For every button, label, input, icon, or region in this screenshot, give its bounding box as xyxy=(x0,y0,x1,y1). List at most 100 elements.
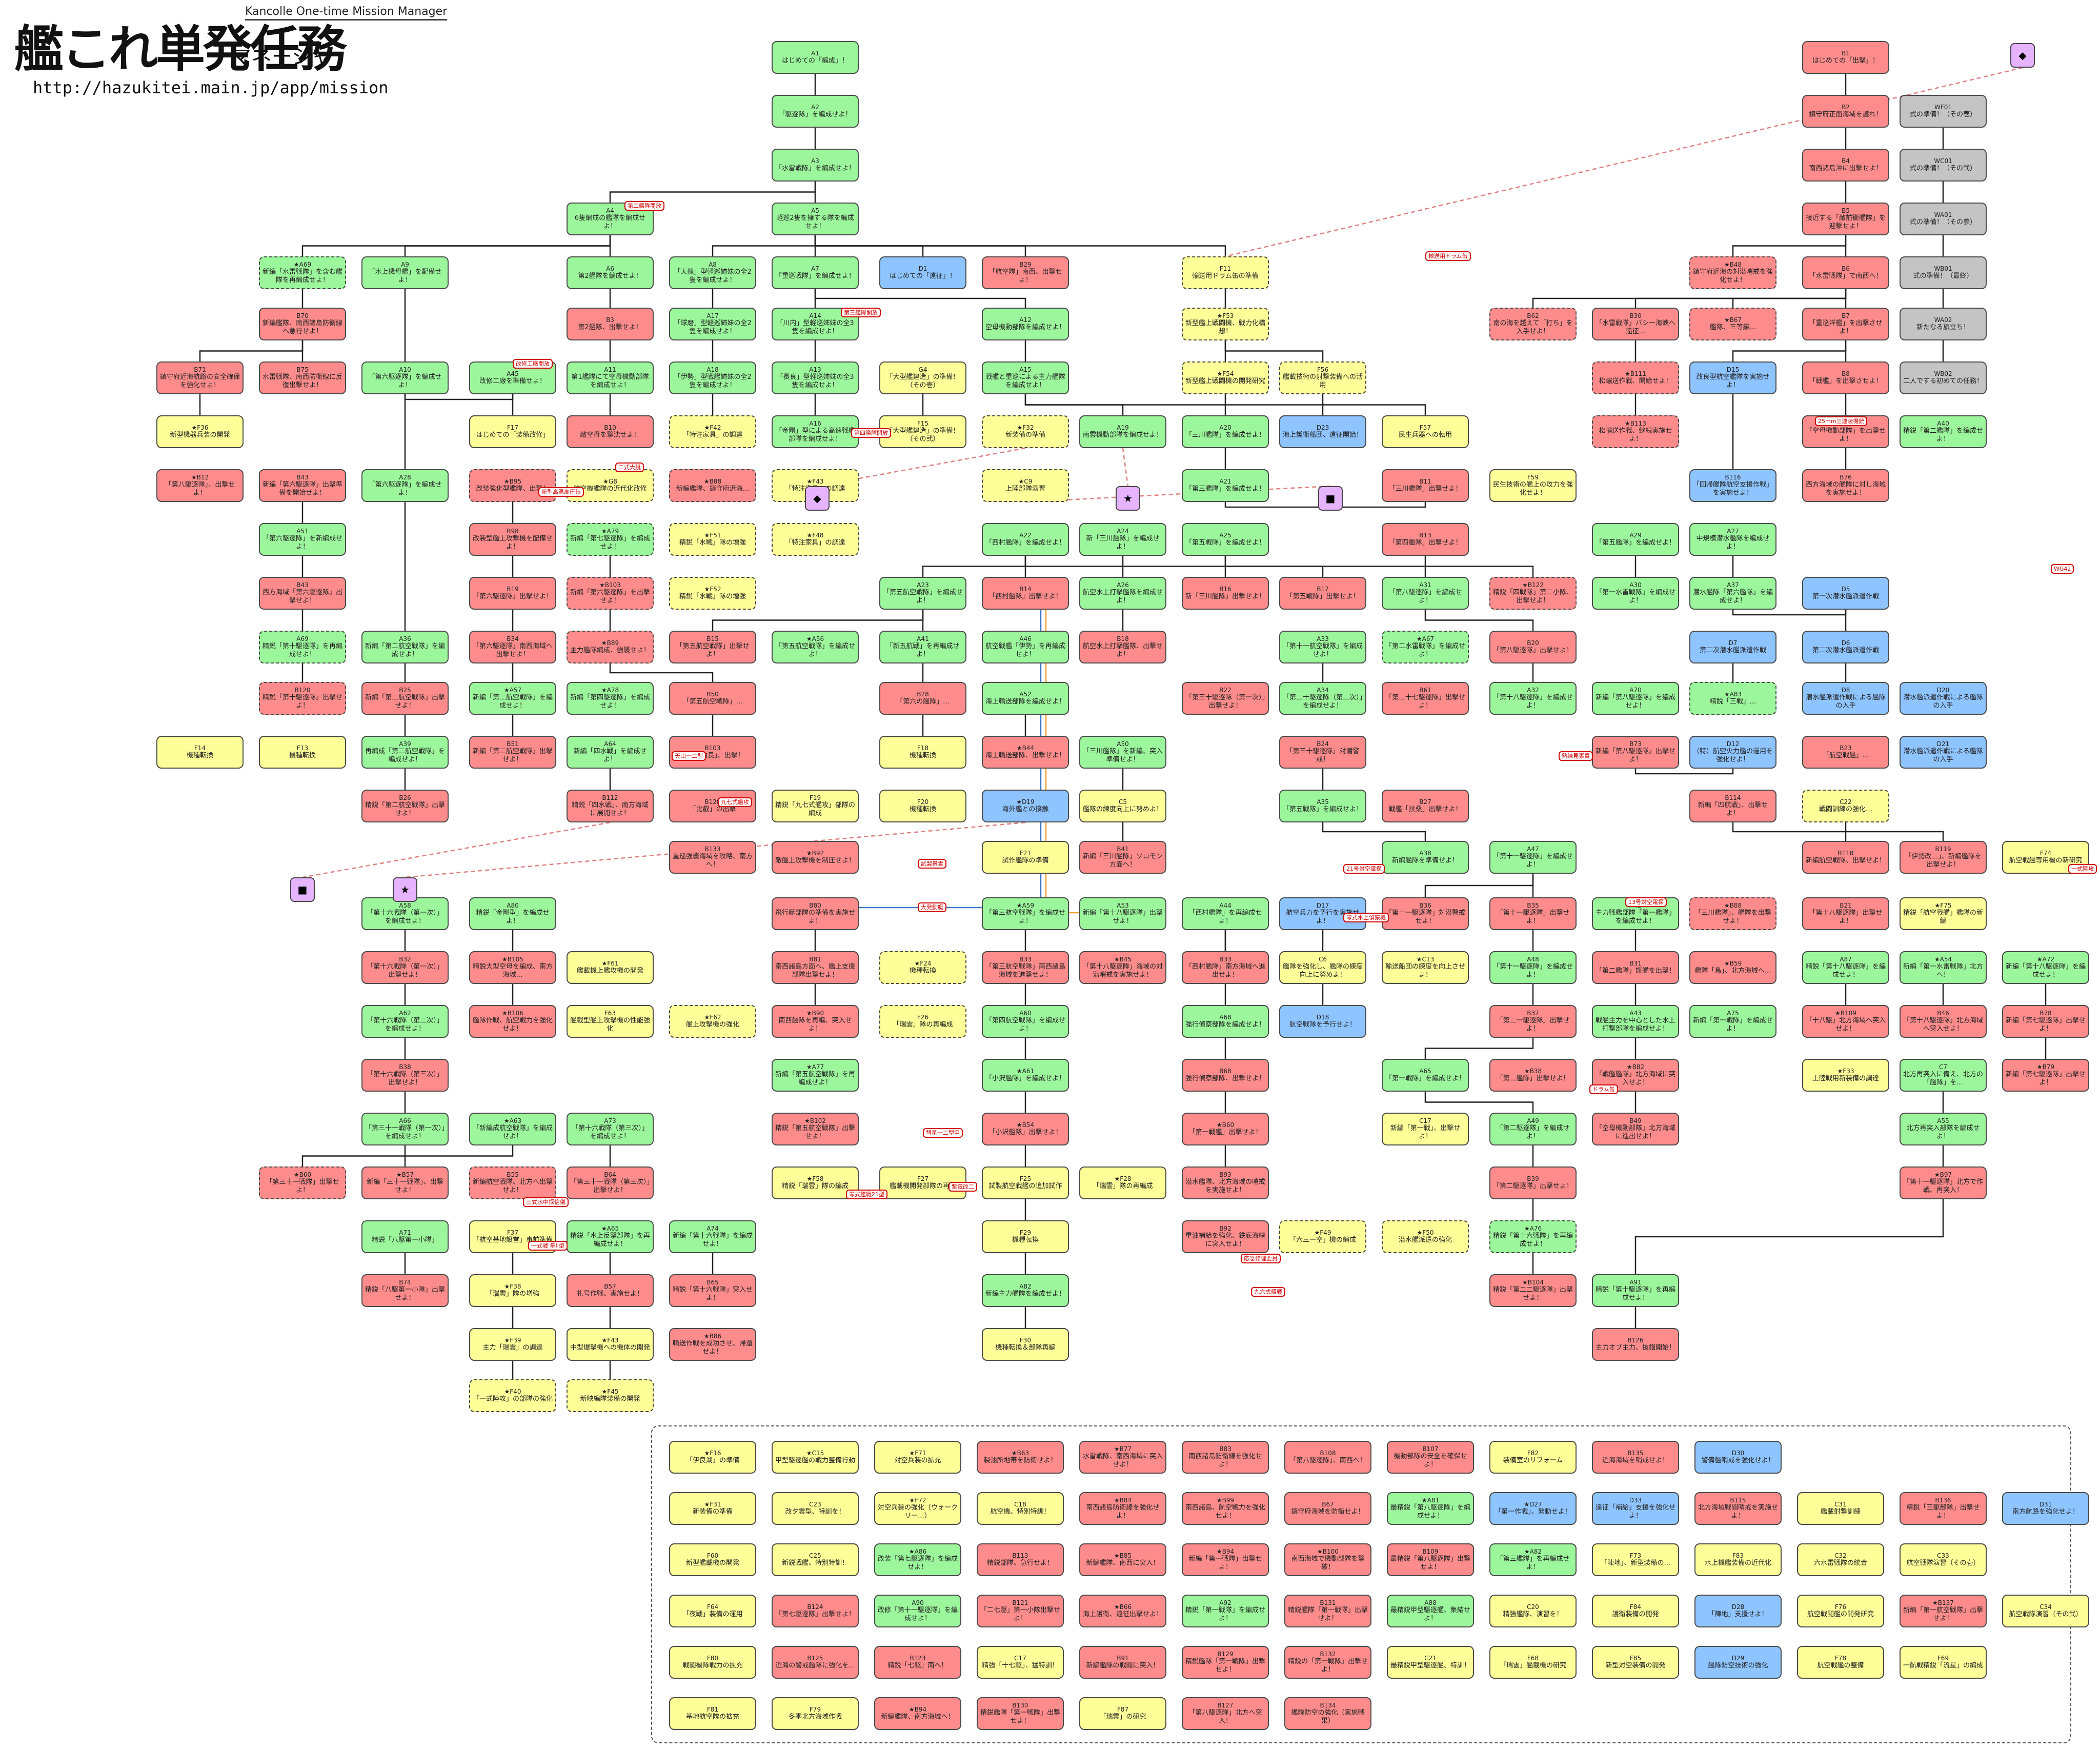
mission-node-b66[interactable]: ★B66 海上護衛、遠征出撃せよ！ xyxy=(1079,1595,1166,1627)
mission-node-a30[interactable]: A30 「第一水雷戦隊」を編成せよ！ xyxy=(1592,577,1679,610)
mission-node-a69[interactable]: ★A69 新編「水雷戦隊」を含む艦隊を再編成せよ！ xyxy=(259,256,346,289)
mission-node-b60b[interactable]: ★B60 「第三十一戦隊」出撃せよ！ xyxy=(259,1166,346,1199)
mission-node-a44[interactable]: A44 「西村艦隊」を再編成せよ！ xyxy=(1182,897,1269,930)
mission-node-b113[interactable]: ★B113 松輸送作戦、継続実施せよ！ xyxy=(1592,415,1679,448)
mission-node-a72[interactable]: ★A72 新編「第十八駆逐隊」を編成せよ！ xyxy=(2002,951,2089,984)
mission-node-a15[interactable]: A15 戦艦と重巡による主力艦隊を編成せよ！ xyxy=(982,361,1069,394)
mission-node-a39[interactable]: A39 再編成「第二航空戦隊」を編成せよ！ xyxy=(361,736,449,769)
mission-node-c9[interactable]: ★C9 上陸部隊演習 xyxy=(982,469,1069,502)
mission-node-b114[interactable]: B114 新編「四航戦」、出撃せよ！ xyxy=(1689,790,1776,822)
mission-node-f49[interactable]: ★F49 「六三一空」機の編成 xyxy=(1279,1220,1366,1253)
mission-node-a92[interactable]: A92 精鋭「第一戦隊」を編成せよ！ xyxy=(1182,1595,1269,1627)
mission-node-d1[interactable]: D1 はじめての「遠征」！ xyxy=(879,256,966,289)
mission-node-a57[interactable]: ★A57 新編「第二航空戦隊」を編成せよ！ xyxy=(469,682,556,715)
mission-node-b134[interactable]: B134 艦隊防空の強化（実施戦果） xyxy=(1284,1697,1371,1730)
mission-node-b116[interactable]: B116 「回帰艦隊航空支援作戦」を実施せよ！ xyxy=(1689,469,1776,502)
mission-node-f87[interactable]: F87 「瑞雲」の研究 xyxy=(1079,1697,1166,1730)
mission-node-a38[interactable]: A38 新編艦隊を準備せよ！ xyxy=(1382,841,1469,874)
mission-node-b106[interactable]: ★B106 艦隊作戦、航空戦力を強化せよ！ xyxy=(469,1005,556,1038)
mission-node-a60[interactable]: A60 「第四航空戦隊」を編成せよ！ xyxy=(982,1005,1069,1038)
mission-node-a68[interactable]: A68 強行偵察部隊を編成せよ！ xyxy=(1182,1005,1269,1038)
mission-node-f59[interactable]: F59 民生技術の艦上の攻力を強化せよ！ xyxy=(1489,469,1577,502)
mission-node-f30[interactable]: F30 機種転換＆部隊再編 xyxy=(982,1328,1069,1361)
mission-node-b33[interactable]: B33 「第三航空戦隊」南西諸島海域を進撃せよ！ xyxy=(982,951,1069,984)
mission-node-a35[interactable]: A35 「第五戦隊」を編成せよ！ xyxy=(1279,790,1366,822)
mission-node-b112[interactable]: B112 精鋭「四水戦」、南方海域に展開せよ！ xyxy=(567,790,654,822)
mission-node-b14[interactable]: B14 「西村艦隊」出撃せよ！ xyxy=(982,577,1069,610)
mission-node-b61[interactable]: B61 「第二十七駆逐隊」出撃せよ！ xyxy=(1382,682,1469,715)
mission-node-a11[interactable]: A11 第1艦隊にて空母機動部隊を編成せよ！ xyxy=(567,361,654,394)
mission-node-b93[interactable]: B93 潜水艦隊、北方海域の哨戒を実施せよ！ xyxy=(1182,1166,1269,1199)
mission-node-f24[interactable]: ★F24 機種転換 xyxy=(879,951,966,984)
mission-node-b64[interactable]: B64 「第三十一戦隊（第三次）」出撃せよ！ xyxy=(567,1166,654,1199)
mission-node-b92[interactable]: ★B92 敵艦上攻撃機を制圧せよ！ xyxy=(772,841,859,874)
mission-node-b89[interactable]: ★B89 主力艦隊編成、強襲せよ！ xyxy=(567,631,654,663)
mission-node-d23[interactable]: D23 海上護衛船団、遠征開始！ xyxy=(1279,415,1366,448)
mission-node-b67[interactable]: ★B67 艦隊、三等級... xyxy=(1689,308,1776,340)
mission-node-b2[interactable]: B2 鎮守府正面海域を護れ！ xyxy=(1802,95,1889,128)
mission-node-a76[interactable]: ★A76 精鋭「第十六戦隊」を再編成せよ！ xyxy=(1489,1220,1577,1253)
mission-node-b129[interactable]: B129 精鋭艦隊「第一戦隊」出撃せよ！ xyxy=(1182,1646,1269,1679)
mission-node-b31[interactable]: B31 「第二艦隊」旗艦を出撃！ xyxy=(1592,951,1679,984)
mission-node-b4[interactable]: B4 南西諸島沖に出撃せよ！ xyxy=(1802,149,1889,182)
mission-node-f69[interactable]: F69 一航戦精鋭「流星」の編成 xyxy=(1900,1646,1987,1679)
mission-node-b75[interactable]: B75 水雷戦隊、南西防衛線に反復出撃せよ！ xyxy=(259,361,346,394)
mission-node-a70b[interactable]: A70 新編「第八駆逐隊」を編成せよ！ xyxy=(1592,682,1679,715)
mission-node-a43[interactable]: A43 戦艦主力を中心とした水上打撃部隊を編成せよ！ xyxy=(1592,1005,1679,1038)
mission-node-f39[interactable]: ★F39 主力「瑞雲」の調達 xyxy=(469,1328,556,1361)
mission-node-f40[interactable]: ★F40 「一式陸攻」の部隊の強化 xyxy=(469,1379,556,1412)
mission-node-a16[interactable]: A16 「金剛」型による高速戦艦部隊を編成せよ！ xyxy=(772,415,859,448)
mission-node-g5[interactable]: F15 「大型艦建造」の準備！（その弐） xyxy=(879,415,966,448)
mission-node-b36[interactable]: B36 「第十一駆逐隊」対潜警戒せよ！ xyxy=(1382,897,1469,930)
mission-node-a71[interactable]: A71 精鋭「八駆第一小隊」 xyxy=(361,1220,449,1253)
mission-node-b46[interactable]: B46 「第十八駆逐隊」北方海域へ突入せよ！ xyxy=(1900,1005,1987,1038)
mission-node-b109b[interactable]: B109 最精鋭「第八駆逐隊」出撃せよ！ xyxy=(1387,1543,1474,1576)
mission-node-b132[interactable]: B132 精鋭の「第一戦隊」出撃せよ！ xyxy=(1284,1646,1371,1679)
mission-node-b60[interactable]: ★B60 「第一戦艦」出撃せよ！ xyxy=(1182,1113,1269,1145)
mission-node-b3[interactable]: B3 第2艦隊、出撃せよ！ xyxy=(567,308,654,340)
mission-node-b88b[interactable]: ★B88 「三川艦隊」、艦隊を出撃せよ！ xyxy=(1689,897,1776,930)
mission-node-a65[interactable]: A65 「第一戦隊」を編成せよ！ xyxy=(1382,1059,1469,1092)
mission-node-b127[interactable]: B127 「第八駆逐隊」北方へ突入！ xyxy=(1182,1697,1269,1730)
mission-node-d27[interactable]: ★D27 「第一作戦」、発動せよ！ xyxy=(1489,1492,1577,1525)
mission-node-b8[interactable]: B8 「戦艦」を出撃させよ！ xyxy=(1802,361,1889,394)
mission-node-b44[interactable]: ★B44 海上輸送部隊、出撃せよ！ xyxy=(982,736,1069,769)
mission-node-b80[interactable]: B80 飛行艇部隊の準備を実施せよ！ xyxy=(772,897,859,930)
mission-node-f32[interactable]: ★F32 新装備の準備 xyxy=(982,415,1069,448)
mission-node-f82[interactable]: F82 装備室のリフォーム xyxy=(1489,1441,1577,1474)
mission-node-b99[interactable]: ★B99 南西諸島、航空戦力を強化せよ！ xyxy=(1182,1492,1269,1525)
mission-node-b48[interactable]: ★B48 鎮守府近海の対潜哨戒を強化せよ！ xyxy=(1689,256,1776,289)
mission-node-a31[interactable]: A31 「第八駆逐隊」を編成せよ！ xyxy=(1382,577,1469,610)
mission-node-b30[interactable]: B30 「水雷戦隊」バシー海峡へ遠征... xyxy=(1592,308,1679,340)
mission-node-a5[interactable]: A5 軽巡2隻を擁する隊を編成せよ！ xyxy=(772,203,859,235)
mission-node-b94b[interactable]: ★B94 新編艦隊、南方海域へ！ xyxy=(874,1697,961,1730)
mission-node-f75[interactable]: ★F75 精鋭「航空戦艦」艦隊の新編 xyxy=(1900,897,1987,930)
mission-node-a58[interactable]: A58 「第十六戦隊（第一次）」を編成せよ！ xyxy=(361,897,449,930)
mission-node-a86[interactable]: ★A86 改装「第七駆逐隊」を編成せよ！ xyxy=(874,1543,961,1576)
mission-node-b94[interactable]: ★B94 新編「第一戦隊」出撃せよ！ xyxy=(1182,1543,1269,1576)
mission-node-b37[interactable]: B37 「第二一駆逐隊」出撃せよ！ xyxy=(1489,1005,1577,1038)
mission-node-a61[interactable]: ★A61 「小沢艦隊」を編成せよ！ xyxy=(982,1059,1069,1092)
mission-node-a81[interactable]: ★A81 最精鋭「第八駆逐隊」を編成せよ！ xyxy=(1387,1492,1474,1525)
mission-node-b74[interactable]: B74 精鋭「八駆第一小隊」出撃せよ！ xyxy=(361,1274,449,1307)
mission-node-f31[interactable]: ★F31 新装備の準備 xyxy=(669,1492,756,1525)
mission-node-b20[interactable]: B20 「第八駆逐隊」出撃せよ！ xyxy=(1489,631,1577,663)
mission-node-a83[interactable]: ★A83 精鋭「三戦」... xyxy=(1689,682,1776,715)
mission-node-a49[interactable]: A49 「第二駆逐隊」を編成せよ！ xyxy=(1489,1113,1577,1145)
mission-node-b79[interactable]: ★B79 新編「第七駆逐隊」出撃せよ！ xyxy=(2002,1059,2089,1092)
mission-node-b73[interactable]: B73 新編「第八駆逐隊」出撃せよ！ xyxy=(1592,736,1679,769)
mission-node-b16[interactable]: B16 新「三川艦隊」出撃せよ！ xyxy=(1182,577,1269,610)
mission-node-f38[interactable]: ★F38 「瑞雲」隊の増強 xyxy=(469,1274,556,1307)
mission-node-b133[interactable]: B133 重巡強襲海域を攻略、南方へ！ xyxy=(669,841,756,874)
mission-node-b17[interactable]: B17 「第五戦隊」出撃せよ！ xyxy=(1279,577,1366,610)
mission-node-a25[interactable]: A25 「第五戦隊」を編成せよ！ xyxy=(1182,523,1269,556)
mission-node-b85[interactable]: ★B85 新編艦隊、南西に突入！ xyxy=(1079,1543,1166,1576)
mission-node-f74[interactable]: F74 航空戦艦専用機の新研究 xyxy=(2002,841,2089,874)
mission-node-a47[interactable]: A47 「第十一駆逐隊」を編成せよ！ xyxy=(1489,841,1577,874)
mission-node-b115[interactable]: B115 北方海域戦闘哨戒を実施せよ！ xyxy=(1694,1492,1782,1525)
mission-node-b18[interactable]: B18 航空水上打撃艦隊、出撃せよ！ xyxy=(1079,631,1166,663)
mission-node-a53[interactable]: A53 新編「第十八駆逐隊」出撃せよ！ xyxy=(1079,897,1166,930)
mission-node-b137[interactable]: ★B137 新編「第一航空戦隊」出撃せよ！ xyxy=(1900,1595,1987,1627)
mission-node-a64[interactable]: A64 新編「四水戦」を編成せよ！ xyxy=(567,736,654,769)
mission-node-f17[interactable]: F17 はじめての「装備改修」 xyxy=(469,415,556,448)
